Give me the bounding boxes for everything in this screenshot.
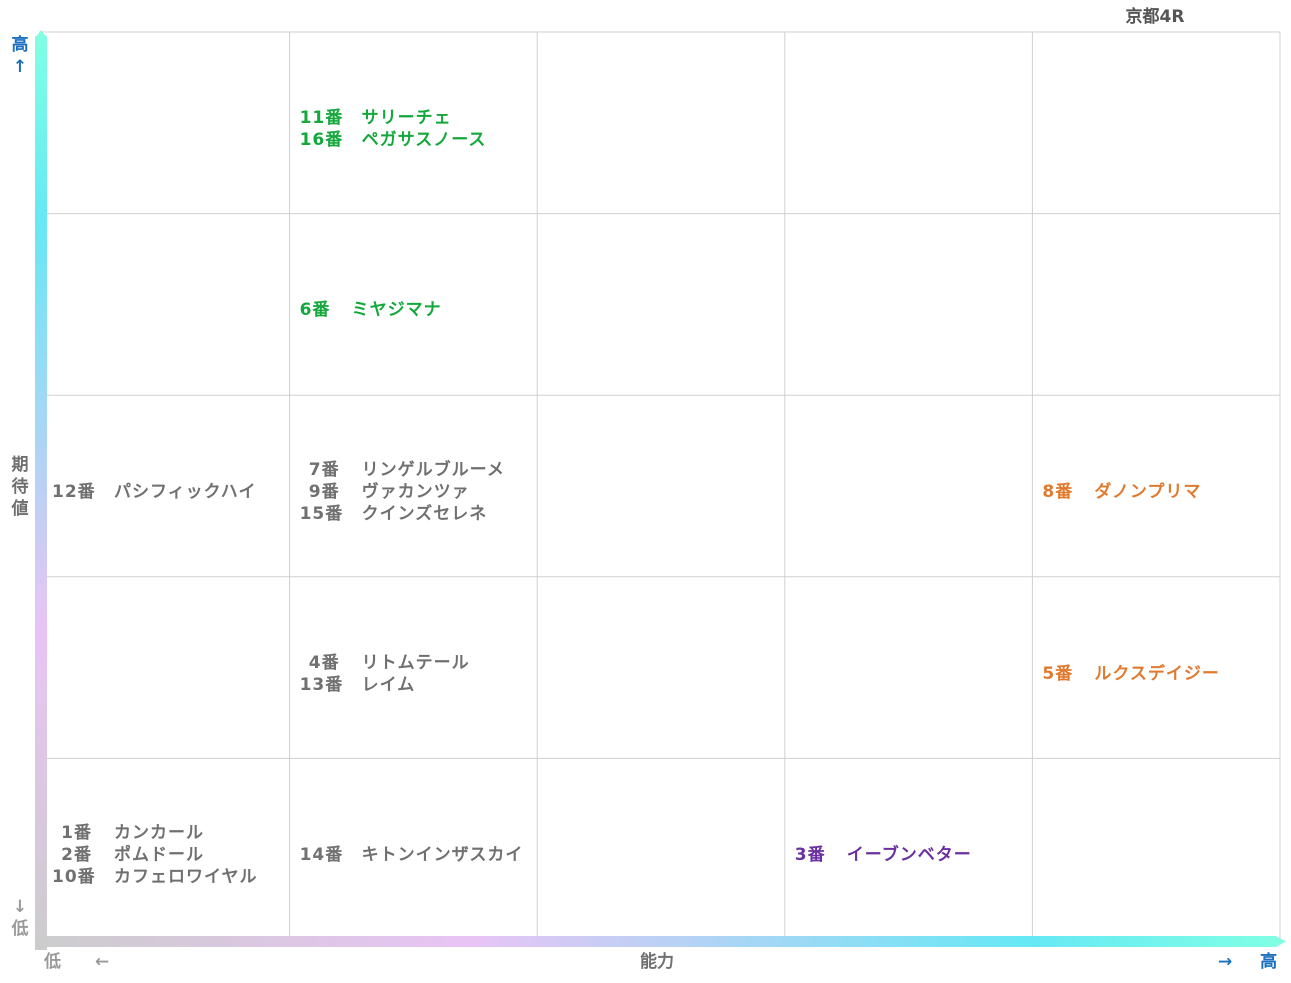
horse-entry: 1番 カンカール (52, 822, 258, 844)
horse-name: ルクスデイジー (1094, 663, 1220, 684)
horse-number: 4番 (308, 652, 340, 673)
x-high-text: 高 (1260, 952, 1278, 972)
horse-number: 10番 (52, 867, 96, 888)
entry-cell: 1番 カンカール 2番 ポムドール 10番 カフェロワイヤル (52, 822, 258, 888)
horse-number: 11番 (299, 107, 344, 128)
horse-name: ペガサスノース (361, 129, 487, 150)
entry-cell: 4番 リトムテール 13番 レイム (300, 652, 470, 696)
entry-cell: 7番 リンゲルブルーメ 9番 ヴァカンツァ 15番 クインズセレネ (300, 459, 505, 525)
horse-entry: 7番 リンゲルブルーメ (300, 459, 505, 481)
horse-name: カンカール (114, 823, 204, 844)
horse-name: レイム (361, 674, 416, 695)
entry-cell: 14番 キトンインザスカイ (300, 844, 524, 866)
horse-number: 15番 (299, 504, 344, 524)
horse-number: 1番 (61, 823, 92, 844)
horse-name: カフェロワイヤル (114, 867, 258, 888)
horse-entry: 8番 ダノンプリマ (1042, 481, 1201, 503)
horse-entry: 13番 レイム (300, 674, 470, 696)
y-low-arrow-icon: ↓ (12, 897, 28, 917)
x-axis-bar (35, 936, 1276, 947)
horse-number: 13番 (299, 674, 344, 695)
entry-cell: 12番 パシフィックハイ (52, 481, 256, 503)
y-axis-high-label: 高 ↑ (6, 34, 34, 78)
y-title-char-2: 待 (11, 477, 29, 497)
entry-cell: 3番 イーブンベター (795, 844, 972, 866)
y-low-text: 低 (11, 919, 29, 939)
y-axis-arrowhead (35, 30, 47, 38)
horse-name: ミヤジマナ (351, 300, 442, 321)
x-high-arrow-icon: → (1218, 952, 1233, 972)
horse-entry: 16番 ペガサスノース (300, 129, 487, 151)
horse-entry: 12番 パシフィックハイ (52, 481, 256, 503)
horse-entry: 15番 クインズセレネ (300, 503, 505, 525)
horse-name: パシフィックハイ (114, 482, 257, 502)
horse-name: ヴァカンツァ (361, 482, 470, 502)
horse-entry: 4番 リトムテール (300, 652, 470, 674)
horse-name: サリーチェ (361, 107, 452, 128)
x-axis-title: 能力 (640, 952, 674, 972)
y-axis-low-label: ↓ 低 (6, 896, 34, 940)
y-title-char-1: 期 (11, 455, 29, 475)
race-title: 京都4R (1125, 7, 1185, 27)
horse-entry: 10番 カフェロワイヤル (52, 866, 258, 888)
horse-entry: 14番 キトンインザスカイ (300, 844, 524, 866)
entry-cell: 5番 ルクスデイジー (1042, 663, 1220, 685)
horse-entry: 9番 ヴァカンツァ (300, 481, 505, 503)
entry-cell: 11番 サリーチェ 16番 ペガサスノース (300, 107, 487, 151)
x-axis-high-label: → 高 (1218, 951, 1277, 973)
horse-number: 5番 (1042, 663, 1074, 684)
x-low-text: 低 (44, 952, 61, 972)
x-low-arrow-icon: ← (94, 952, 110, 972)
horse-number: 7番 (308, 460, 340, 480)
horse-entry: 11番 サリーチェ (300, 107, 487, 129)
y-high-text: 高 (11, 35, 29, 55)
horse-name: ダノンプリマ (1094, 482, 1202, 502)
horse-entry: 3番 イーブンベター (795, 844, 972, 866)
x-axis-arrowhead (1276, 936, 1286, 947)
y-high-arrow-icon: ↑ (12, 57, 28, 77)
x-axis-low-label: 低 ← (44, 951, 109, 973)
horse-name: ポムドール (114, 845, 204, 866)
horse-number: 12番 (52, 482, 96, 502)
horse-name: リンゲルブルーメ (361, 460, 505, 480)
horse-number: 16番 (299, 129, 344, 150)
entry-cell: 6番 ミヤジマナ (300, 299, 442, 321)
horse-number: 9番 (308, 482, 340, 502)
horse-entry: 2番 ポムドール (52, 844, 258, 866)
horse-name: クインズセレネ (361, 504, 488, 524)
horse-number: 8番 (1042, 482, 1074, 502)
horse-number: 6番 (299, 300, 331, 321)
horse-name: リトムテール (361, 652, 470, 673)
horse-number: 14番 (299, 845, 344, 866)
horse-number: 3番 (794, 845, 826, 866)
horse-entry: 5番 ルクスデイジー (1042, 663, 1220, 685)
horse-name: イーブンベター (846, 845, 972, 866)
horse-name: キトンインザスカイ (361, 845, 524, 866)
horse-number: 2番 (61, 845, 92, 866)
entry-cell: 8番 ダノンプリマ (1042, 481, 1201, 503)
y-axis-bar (35, 36, 47, 950)
y-title-char-3: 値 (11, 499, 29, 519)
horse-entry: 6番 ミヤジマナ (300, 299, 442, 321)
y-axis-title: 期 待 値 (6, 454, 34, 520)
